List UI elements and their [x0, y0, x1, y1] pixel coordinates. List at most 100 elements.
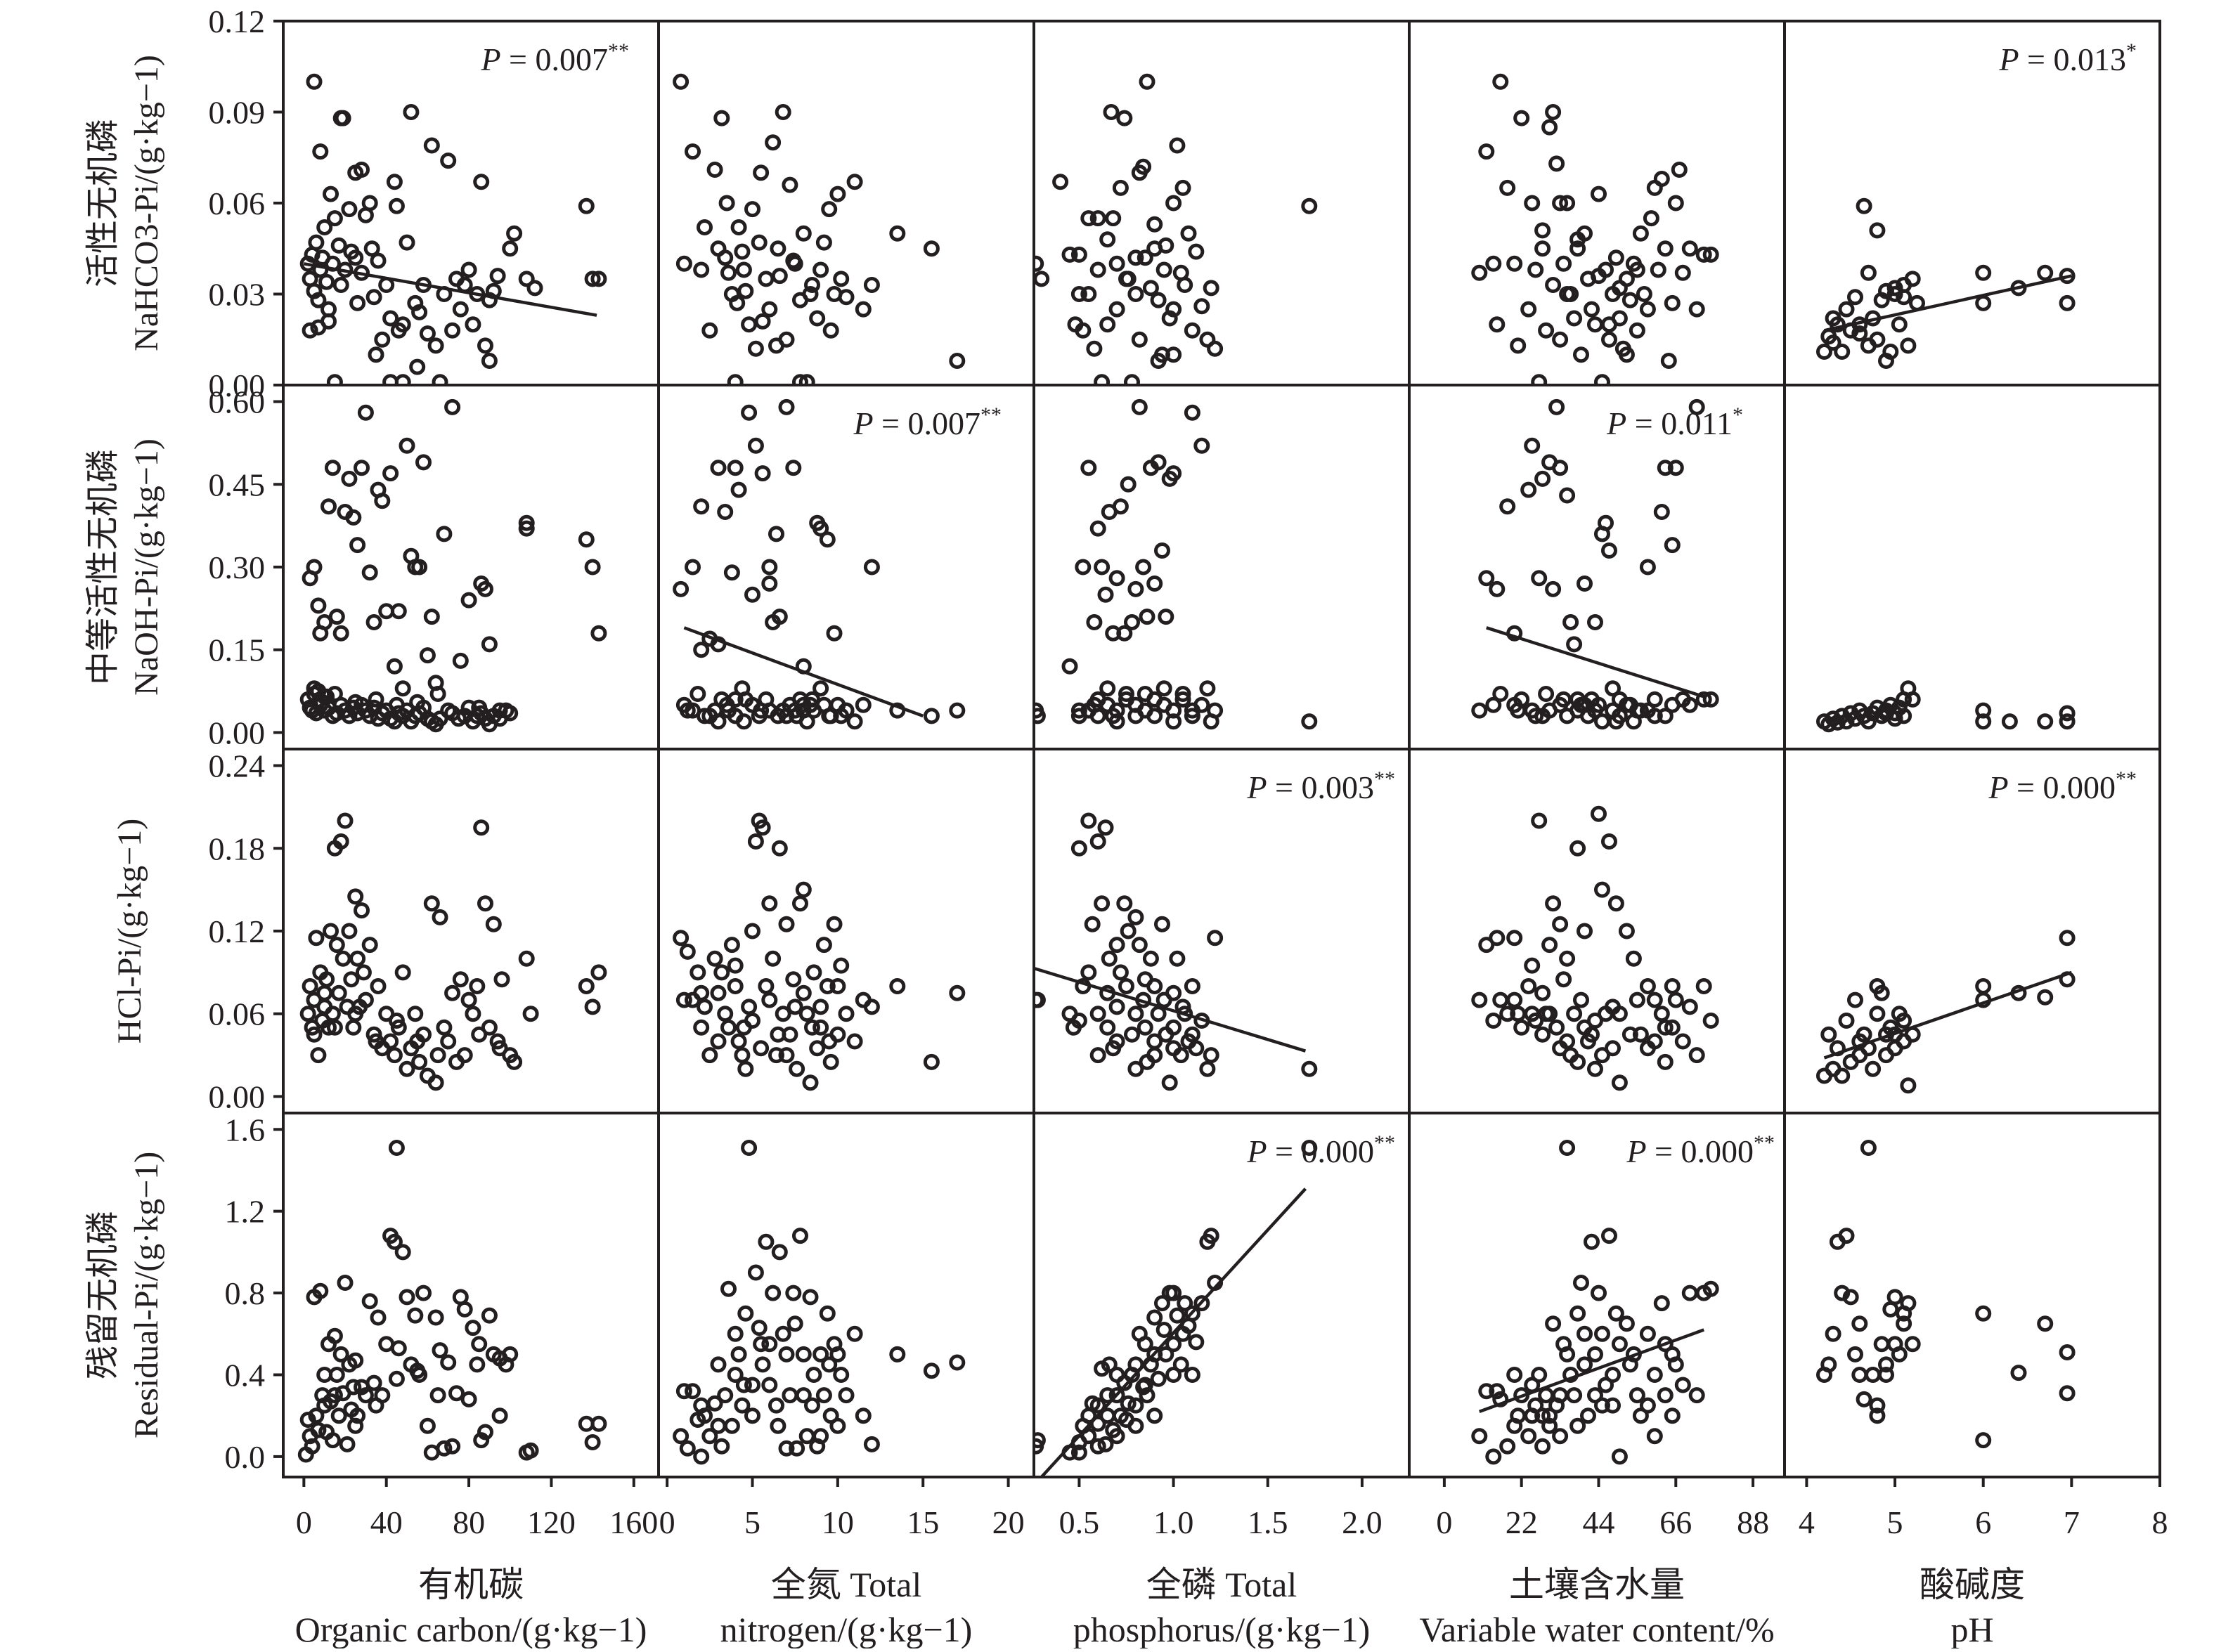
- data-point: [1591, 268, 1607, 285]
- data-point: [1667, 1356, 1684, 1373]
- data-point: [1639, 559, 1656, 575]
- data-point: [374, 493, 391, 509]
- data-point: [578, 978, 595, 994]
- data-point: [754, 465, 771, 482]
- data-point: [335, 950, 351, 967]
- data-point: [813, 261, 829, 278]
- data-point: [778, 398, 795, 415]
- data-point: [1146, 1033, 1163, 1050]
- data-point: [1601, 316, 1617, 333]
- data-point: [1667, 195, 1684, 212]
- data-point: [2037, 989, 2054, 1006]
- data-point: [1601, 1228, 1617, 1244]
- data-point: [1847, 289, 1863, 306]
- series-r2-c4: [1816, 930, 2076, 1094]
- data-point: [1086, 696, 1103, 713]
- data-point: [1569, 840, 1586, 857]
- data-point: [388, 696, 405, 713]
- data-point: [419, 1417, 436, 1434]
- data-point: [357, 991, 374, 1008]
- data-point: [1695, 978, 1712, 994]
- p-value-annotation: P = 0.000**: [1988, 767, 2137, 805]
- data-point: [1534, 984, 1551, 1001]
- data-point: [1534, 1026, 1551, 1043]
- data-point: [718, 195, 735, 212]
- data-point: [713, 964, 730, 981]
- data-point: [1904, 691, 1921, 708]
- data-point: [1545, 895, 1562, 912]
- data-point: [382, 374, 399, 385]
- data-point: [1869, 978, 1886, 994]
- data-point: [1657, 240, 1674, 257]
- data-point: [1142, 950, 1159, 967]
- data-point: [460, 699, 477, 716]
- data-point: [1904, 1336, 1921, 1353]
- trend-line-r0-c4: [1824, 274, 2072, 332]
- data-point: [1099, 984, 1116, 1001]
- data-point: [1904, 1026, 1921, 1043]
- y-tick-label: 0.15: [209, 632, 266, 668]
- data-point: [1594, 713, 1610, 730]
- x-tick-label: 8: [2152, 1504, 2168, 1540]
- data-point: [399, 437, 415, 454]
- data-point: [778, 916, 795, 932]
- data-point: [723, 937, 740, 954]
- data-point: [889, 225, 906, 242]
- data-point: [1172, 1356, 1189, 1373]
- data-point: [477, 895, 493, 912]
- x-axis-label-en-c1: nitrogen/(g·kg−1): [720, 1610, 973, 1648]
- data-point: [838, 702, 855, 719]
- data-point: [1838, 1013, 1855, 1029]
- data-point: [481, 1307, 498, 1324]
- data-point: [491, 1407, 508, 1424]
- data-point: [388, 1140, 405, 1156]
- data-point: [1534, 470, 1551, 487]
- data-point: [365, 614, 382, 630]
- data-point: [349, 294, 366, 311]
- data-point: [1193, 437, 1210, 454]
- p-value-annotation: P = 0.003**: [1246, 767, 1395, 805]
- data-point: [1552, 1387, 1569, 1404]
- data-point: [1891, 316, 1908, 333]
- data-point: [584, 271, 601, 287]
- data-point: [1975, 713, 1992, 730]
- data-point: [302, 322, 318, 339]
- data-point: [1688, 301, 1705, 318]
- data-point: [1108, 1428, 1125, 1445]
- data-point: [506, 225, 523, 242]
- x-tick-label: 0.5: [1059, 1504, 1100, 1540]
- data-point: [741, 404, 758, 421]
- data-point: [312, 143, 329, 160]
- data-point: [1878, 282, 1894, 299]
- data-point: [1499, 1006, 1516, 1022]
- x-tick-label: 10: [822, 1504, 854, 1540]
- data-point: [673, 73, 690, 90]
- data-point: [734, 1047, 751, 1064]
- data-point: [685, 1383, 701, 1400]
- data-point: [368, 1033, 384, 1050]
- series-r0-c1: [673, 73, 966, 385]
- data-point: [786, 999, 803, 1015]
- data-point: [324, 1432, 341, 1449]
- data-point: [456, 1301, 473, 1318]
- data-point: [1629, 991, 1645, 1008]
- data-point: [693, 1019, 710, 1036]
- data-point: [747, 1264, 764, 1281]
- data-point: [361, 195, 378, 212]
- data-point: [1127, 1356, 1144, 1373]
- data-point: [1847, 991, 1863, 1008]
- data-point: [1531, 570, 1548, 587]
- data-point: [768, 1397, 784, 1414]
- data-point: [477, 1424, 493, 1440]
- series-r2-c3: [1471, 805, 1719, 1091]
- series-r1-c0: [299, 398, 607, 733]
- data-point: [386, 658, 403, 675]
- data-point: [1664, 294, 1681, 311]
- data-point: [1975, 978, 1992, 994]
- data-point: [328, 937, 345, 954]
- data-point: [316, 984, 333, 1001]
- data-point: [452, 971, 469, 988]
- data-point: [1653, 504, 1670, 520]
- data-point: [337, 812, 354, 829]
- data-point: [1664, 537, 1681, 554]
